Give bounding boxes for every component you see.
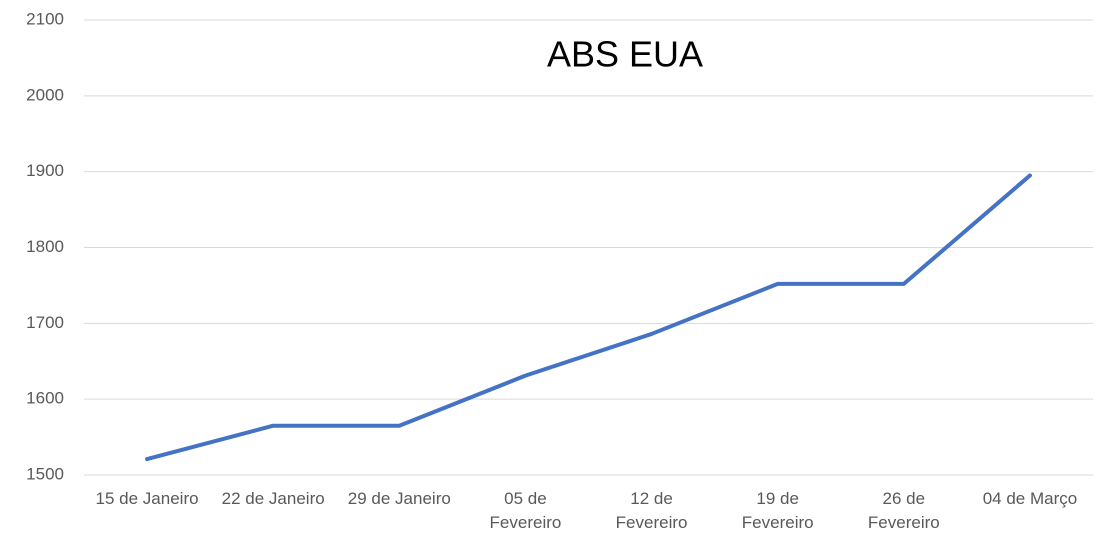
x-tick-label: 15 de Janeiro bbox=[95, 489, 199, 508]
y-tick-label: 1700 bbox=[26, 313, 64, 332]
x-tick-label: 26 de Fevereiro bbox=[867, 489, 940, 532]
y-tick-label: 1500 bbox=[26, 464, 64, 483]
y-tick-label: 1900 bbox=[26, 161, 64, 180]
x-tick-label: 22 de Janeiro bbox=[221, 489, 325, 508]
data-line bbox=[145, 173, 1032, 462]
y-tick-label: 1800 bbox=[26, 237, 64, 256]
y-tick-label: 2000 bbox=[26, 85, 64, 104]
x-tick-label: 04 de Março bbox=[982, 489, 1078, 508]
y-tick-label: 1600 bbox=[26, 389, 64, 408]
y-tick-label: 2100 bbox=[26, 9, 64, 28]
x-tick-label: 12 de Fevereiro bbox=[615, 489, 688, 532]
chart-title: ABS EUA bbox=[547, 34, 703, 75]
x-tick-label: 19 de Fevereiro bbox=[741, 489, 814, 532]
x-tick-label: 29 de Janeiro bbox=[347, 489, 451, 508]
x-tick-label: 05 de Fevereiro bbox=[489, 489, 562, 532]
